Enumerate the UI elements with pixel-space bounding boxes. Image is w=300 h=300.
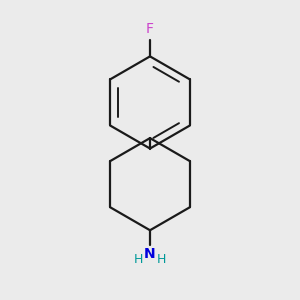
Text: F: F (146, 22, 154, 36)
Text: N: N (144, 248, 156, 262)
Text: H: H (157, 254, 166, 266)
Text: H: H (134, 254, 143, 266)
